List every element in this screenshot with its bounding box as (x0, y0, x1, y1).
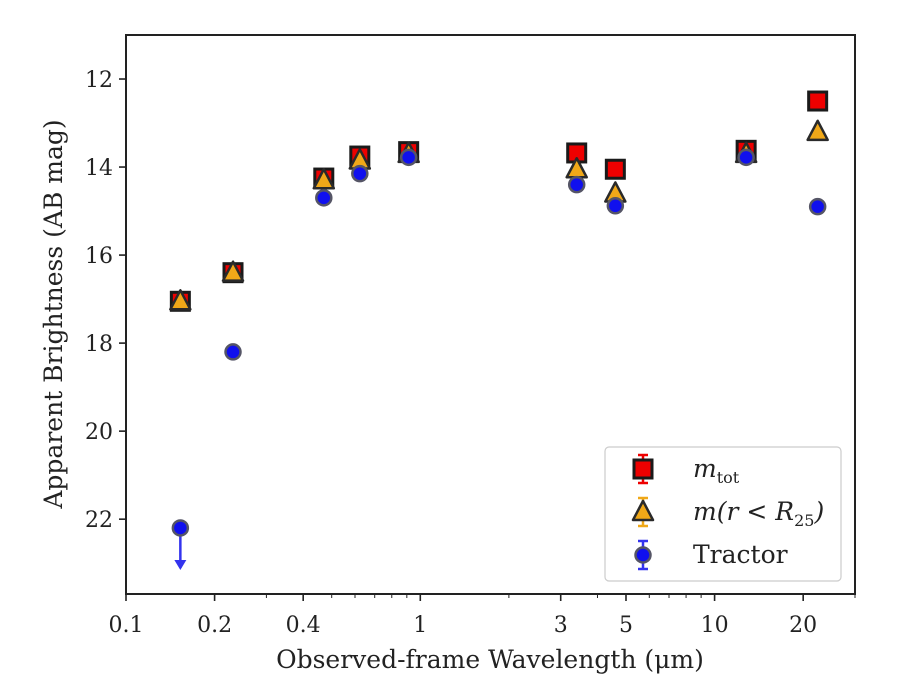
y-axis-label: Apparent Brightness (AB mag) (39, 119, 68, 509)
legend-marker-0 (632, 458, 654, 480)
y-axis-ticks: 12 14 16 18 20 22 (85, 68, 126, 533)
point-2-6 (606, 197, 625, 215)
point-2-1 (224, 343, 242, 361)
x-tick-label-1: 0.2 (197, 613, 232, 638)
point-2-2 (315, 189, 333, 207)
point-2-7 (737, 148, 755, 167)
legend-label-0: mtot (693, 454, 740, 487)
y-tick-label-1: 14 (85, 156, 113, 181)
point-2-5 (567, 175, 586, 194)
point-1-1 (221, 260, 245, 282)
y-tick-label-0: 12 (85, 68, 113, 93)
point-1-2 (312, 168, 336, 190)
y-tick-label-2: 16 (85, 244, 113, 269)
x-tick-label-4: 3 (554, 613, 568, 638)
point-2-0 (171, 519, 190, 537)
point-1-0 (169, 289, 192, 311)
x-tick-label-3: 1 (413, 613, 427, 638)
data-marks (169, 90, 829, 570)
point-2-4 (399, 148, 418, 167)
point-0-8 (807, 90, 829, 112)
y-tick-label-5: 22 (85, 508, 113, 533)
legend-label-1: m(r < R25) (693, 497, 824, 530)
x-tick-label-0: 0.1 (109, 613, 144, 638)
legend-marker-1 (631, 499, 655, 522)
y-tick-label-3: 18 (85, 332, 113, 357)
point-2-8 (808, 197, 827, 216)
legend: mtot m(r < R25) Tractor (604, 446, 842, 582)
legend-marker-2 (634, 546, 652, 564)
x-axis-ticks: 0.1 0.2 0.4 1 3 5 10 20 (109, 594, 856, 638)
x-tick-label-2: 0.4 (286, 613, 321, 638)
upper-limit-arrow-2-0 (174, 559, 187, 570)
x-tick-label-5: 5 (619, 613, 633, 638)
point-0-6 (604, 158, 626, 180)
point-1-8 (806, 119, 829, 142)
legend-box (604, 446, 842, 582)
y-tick-label-4: 20 (85, 420, 113, 445)
plot-frame (125, 34, 856, 595)
x-axis-label: Observed-frame Wavelength (μm) (276, 645, 704, 674)
x-tick-label-7: 20 (789, 613, 817, 638)
series-2 (171, 148, 827, 570)
legend-label-2: Tractor (693, 540, 788, 569)
x-tick-label-6: 10 (701, 613, 729, 638)
point-2-3 (351, 164, 369, 183)
